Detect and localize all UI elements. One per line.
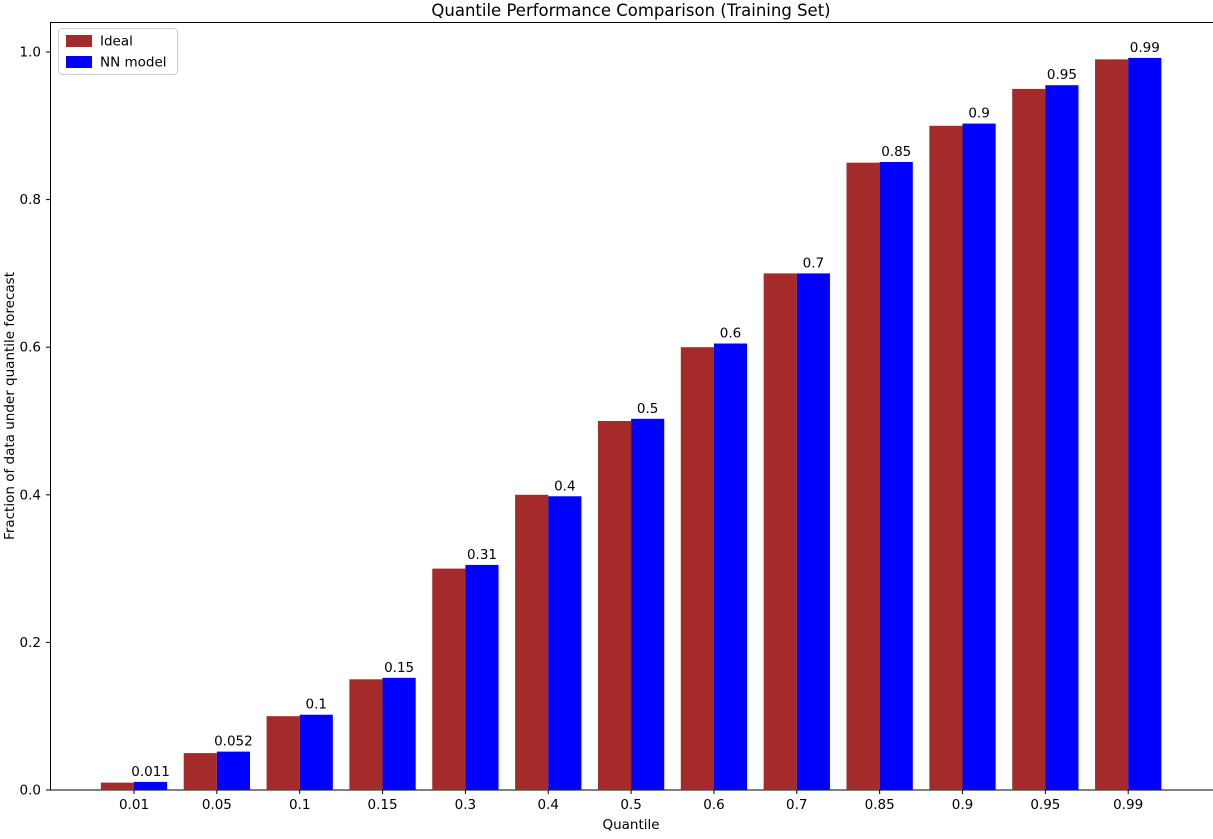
y-axis-label: Fraction of data under quantile forecast bbox=[2, 272, 18, 540]
bar-value-label: 0.6 bbox=[720, 326, 741, 342]
legend: Ideal NN model bbox=[59, 29, 178, 75]
legend-swatch-ideal bbox=[66, 35, 92, 47]
bar-nn-model bbox=[383, 678, 416, 790]
bar-value-label: 0.4 bbox=[554, 478, 575, 494]
x-axis-ticks: 0.01 0.05 0.1 0.15 0.3 0.4 0.5 0.6 0.7 0.85 0.9 0.9… bbox=[119, 790, 1143, 813]
x-tick-label: 0.99 bbox=[1113, 797, 1143, 813]
legend-swatch-nn-model bbox=[66, 56, 92, 68]
bar-nn-model bbox=[714, 344, 747, 790]
y-tick-label: 0.4 bbox=[20, 487, 41, 503]
bar-ideal bbox=[184, 753, 217, 790]
bar-ideal bbox=[598, 421, 631, 790]
bar-nn-model bbox=[963, 124, 996, 790]
bar-value-label: 0.31 bbox=[467, 547, 497, 563]
bar-value-label: 0.1 bbox=[306, 697, 327, 713]
bar-nn-model bbox=[300, 715, 333, 790]
bar-nn-model bbox=[465, 565, 498, 790]
bar-ideal bbox=[929, 126, 962, 790]
x-axis-label: Quantile bbox=[602, 817, 659, 833]
bar-nn-model bbox=[548, 496, 581, 790]
x-tick-label: 0.1 bbox=[289, 797, 310, 813]
bar-value-label: 0.95 bbox=[1047, 67, 1077, 83]
bar-nn-model bbox=[797, 273, 830, 790]
y-tick-label: 1.0 bbox=[20, 45, 41, 61]
bar-nn-model bbox=[217, 752, 250, 790]
bar-nn-model bbox=[880, 162, 913, 790]
bar-ideal bbox=[432, 569, 465, 790]
x-tick-label: 0.05 bbox=[202, 797, 232, 813]
bar-value-label: 0.052 bbox=[214, 734, 253, 750]
bar-nn-model bbox=[1128, 58, 1161, 790]
x-tick-label: 0.5 bbox=[620, 797, 641, 813]
y-axis-ticks: 0.0 0.2 0.4 0.6 0.8 1.0 bbox=[20, 45, 50, 799]
x-tick-label: 0.7 bbox=[786, 797, 807, 813]
x-tick-label: 0.95 bbox=[1030, 797, 1060, 813]
bar-ideal bbox=[681, 347, 714, 790]
x-tick-label: 0.4 bbox=[538, 797, 559, 813]
x-tick-label: 0.6 bbox=[703, 797, 724, 813]
bar-nn-model bbox=[1045, 85, 1078, 790]
y-tick-label: 0.8 bbox=[20, 192, 41, 208]
bar-ideal bbox=[847, 163, 880, 790]
x-tick-label: 0.15 bbox=[368, 797, 398, 813]
bar-value-label: 0.7 bbox=[803, 255, 824, 271]
y-tick-label: 0.2 bbox=[20, 635, 41, 651]
bar-value-label: 0.5 bbox=[637, 401, 658, 417]
bar-ideal bbox=[267, 716, 300, 790]
bar-ideal bbox=[515, 495, 548, 790]
bar-ideal bbox=[764, 273, 797, 790]
y-tick-label: 0.0 bbox=[20, 783, 41, 799]
bar-ideal bbox=[349, 679, 382, 790]
bar-value-label: 0.9 bbox=[968, 106, 989, 122]
x-tick-label: 0.3 bbox=[455, 797, 476, 813]
bar-ideal bbox=[1012, 89, 1045, 790]
legend-label-nn-model: NN model bbox=[100, 55, 167, 71]
bar-value-label: 0.011 bbox=[131, 764, 170, 780]
bar-nn-model bbox=[631, 419, 664, 790]
y-tick-label: 0.6 bbox=[20, 340, 41, 356]
bar-ideal bbox=[101, 783, 134, 790]
bar-series bbox=[101, 58, 1161, 790]
x-tick-label: 0.01 bbox=[119, 797, 149, 813]
bar-value-label: 0.99 bbox=[1130, 40, 1160, 56]
legend-label-ideal: Ideal bbox=[100, 34, 133, 50]
chart-title: Quantile Performance Comparison (Trainin… bbox=[431, 1, 830, 20]
bar-ideal bbox=[1095, 59, 1128, 790]
x-tick-label: 0.9 bbox=[952, 797, 973, 813]
bar-value-label: 0.15 bbox=[384, 660, 414, 676]
bar-nn-model bbox=[134, 782, 167, 790]
x-tick-label: 0.85 bbox=[865, 797, 895, 813]
bar-value-label: 0.85 bbox=[881, 144, 911, 160]
